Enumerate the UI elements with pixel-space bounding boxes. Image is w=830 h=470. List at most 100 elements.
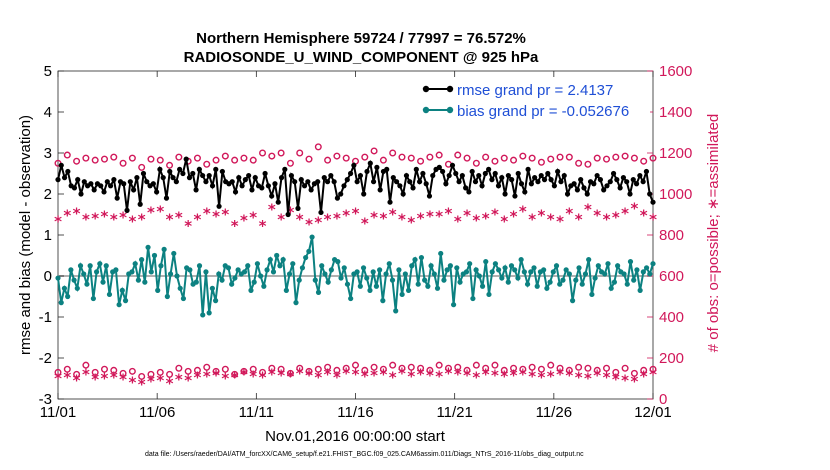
possible-obs-marker [361, 366, 369, 374]
assimilated-obs-marker: * [352, 365, 360, 383]
rmse-point [502, 191, 508, 197]
possible-obs-marker [575, 159, 583, 167]
rmse-point [479, 183, 485, 189]
bias-point [647, 271, 653, 277]
assimilated-obs-marker: * [156, 202, 164, 220]
assimilated-obs-marker: * [314, 368, 322, 386]
rmse-point [482, 170, 488, 177]
assimilated-obs-marker: * [91, 210, 99, 228]
bias-point [627, 259, 634, 265]
bias-point [399, 291, 405, 298]
rmse-point [607, 179, 613, 185]
rmse-point [426, 193, 433, 199]
rmse-point [242, 177, 248, 183]
rmse-point [282, 166, 288, 172]
assimilated-obs-marker: * [91, 371, 99, 389]
bias-point [373, 283, 380, 289]
x-tick-label: 11/26 [536, 404, 572, 421]
possible-obs-marker [482, 364, 490, 372]
rmse-point [239, 183, 245, 189]
rmse-point [328, 172, 334, 179]
bias-point [315, 289, 322, 295]
possible-obs-marker [91, 368, 99, 376]
rmse-point [384, 166, 390, 172]
assimilated-obs-marker: * [175, 371, 183, 389]
assimilated-obs-marker: * [240, 365, 248, 383]
assimilated-obs-marker: * [221, 369, 229, 387]
bias-point [566, 271, 572, 277]
assimilated-obs-marker: * [342, 364, 350, 382]
bias-point [450, 302, 457, 308]
rmse-point [71, 185, 78, 191]
possible-obs-marker [203, 160, 211, 168]
assimilated-obs-marker: * [82, 365, 90, 383]
y-tick-label: 4 [44, 104, 52, 121]
rmse-point [387, 199, 393, 205]
possible-obs-marker [128, 367, 136, 375]
bias-point [602, 271, 608, 277]
assimilated-obs-marker: * [101, 369, 109, 387]
possible-obs-marker [528, 154, 536, 162]
possible-obs-marker [296, 364, 304, 372]
bias-point [90, 295, 96, 302]
rmse-point [131, 187, 137, 193]
assimilated-obs-marker: * [584, 200, 592, 218]
assimilated-obs-marker: * [454, 213, 462, 231]
assimilated-obs-marker: * [407, 214, 415, 232]
assimilated-obs-marker: * [342, 207, 350, 225]
bias-point [409, 263, 415, 269]
rmse-point [98, 183, 104, 189]
assimilated-obs-marker: * [268, 365, 276, 383]
possible-obs-marker [640, 157, 648, 165]
bias-point [405, 287, 412, 293]
rmse-point [81, 179, 87, 185]
rmse-point [410, 185, 416, 191]
assimilated-obs-marker: * [147, 203, 155, 221]
possible-obs-marker [333, 366, 341, 374]
bias-point [631, 277, 637, 283]
bias-point [557, 281, 563, 287]
assimilated-obs-marker: * [621, 372, 629, 390]
rmse-point [555, 168, 561, 175]
assimilated-obs-marker: * [398, 211, 406, 229]
possible-obs-marker [333, 152, 341, 160]
assimilated-obs-marker: * [296, 211, 304, 229]
rmse-point [578, 177, 584, 183]
bias-point [303, 254, 309, 261]
assimilated-obs-marker: * [333, 210, 341, 228]
bias-point [447, 263, 453, 269]
rmse-point [88, 181, 94, 187]
rmse-point [75, 177, 81, 183]
possible-obs-marker [342, 364, 350, 372]
bias-point [312, 277, 318, 283]
legend: rmse grand pr = 2.4137 bias grand pr = -… [418, 80, 650, 122]
y-tick-label: -1 [39, 309, 52, 326]
right-y-tick-label: 1000 [659, 186, 692, 203]
assimilated-obs-marker: * [166, 375, 174, 393]
rmse-point [285, 211, 291, 218]
possible-obs-marker [426, 366, 434, 374]
bias-point [476, 273, 482, 279]
possible-obs-marker [398, 153, 406, 161]
rmse-point [134, 175, 140, 181]
rmse-point [423, 181, 429, 187]
left-y-axis-label: rmse and bias (model - observation) [17, 115, 34, 355]
x-tick-label: 11/01 [40, 404, 76, 421]
assimilated-obs-marker: * [175, 209, 183, 227]
possible-obs-marker [63, 151, 71, 159]
rmse-point [505, 172, 511, 179]
obs-count-series: * * * * * * * * * * * * * * * * * * ** * * *** * * * * * * * ** * * * * * *… [54, 143, 657, 394]
bias-point [402, 271, 408, 277]
possible-obs-marker [305, 155, 313, 163]
assimilated-obs-marker: * [630, 373, 638, 391]
possible-obs-marker [73, 157, 81, 165]
rmse-point [288, 172, 294, 179]
rmse-point [157, 166, 163, 172]
possible-obs-marker [231, 156, 239, 164]
possible-obs-marker [389, 149, 397, 157]
possible-obs-marker [91, 156, 99, 164]
rmse-point [558, 179, 564, 185]
rmse-point [167, 168, 173, 175]
rmse-point [617, 185, 623, 191]
assimilated-obs-marker: * [268, 200, 276, 218]
